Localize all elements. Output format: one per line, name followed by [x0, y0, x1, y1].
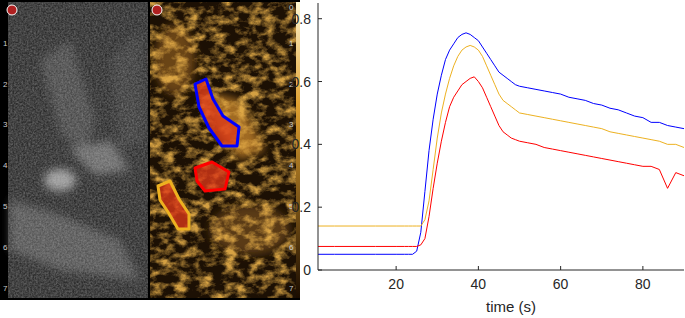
y-axis-line — [318, 3, 319, 270]
x-tick — [478, 266, 479, 270]
y-tick-label: 0.4 — [292, 136, 312, 152]
depth-label: 3 — [289, 120, 294, 129]
depth-label: 6 — [3, 243, 8, 252]
depth-label: 4 — [289, 161, 294, 170]
x-tick-label: 60 — [553, 276, 569, 292]
x-tick-label: 40 — [471, 276, 487, 292]
y-tick-label: 0 — [303, 262, 311, 278]
roi-outline — [195, 162, 229, 191]
y-tick — [318, 81, 322, 82]
panel-background — [0, 0, 300, 300]
y-tick-label: 0.8 — [292, 11, 312, 27]
x-tick-label: 80 — [635, 276, 651, 292]
y-tick — [318, 18, 322, 19]
x-tick — [396, 266, 397, 270]
series-group — [318, 33, 684, 254]
depth-label: 6 — [289, 243, 294, 252]
depth-label: 5 — [3, 202, 8, 211]
y-tick — [318, 144, 322, 145]
series-line — [318, 77, 684, 247]
depth-label: 7 — [3, 284, 8, 293]
y-tick — [318, 270, 322, 271]
y-tick-label: 0.2 — [292, 199, 312, 215]
x-tick — [642, 266, 643, 270]
y-tick — [318, 207, 322, 208]
figure: 11223344556677000.20.40.60.820406080time… — [0, 0, 685, 318]
depth-label: 2 — [3, 80, 8, 89]
bmode-speckle — [8, 2, 148, 298]
depth-label: 1 — [3, 39, 8, 48]
x-tick-label: 20 — [388, 276, 404, 292]
ultrasound-panel: 112233445566770 — [0, 0, 300, 300]
roi-outline — [158, 181, 189, 229]
ceus-base — [150, 2, 296, 298]
depth-label: 1 — [289, 39, 294, 48]
depth-label: 3 — [3, 120, 8, 129]
roi-outline — [195, 79, 239, 146]
bmode-base — [8, 2, 148, 298]
x-tick — [560, 266, 561, 270]
x-axis-label: time (s) — [486, 298, 536, 315]
depth-label: 7 — [289, 284, 294, 293]
y-tick-label: 0.6 — [292, 74, 312, 90]
x-axis-line — [318, 270, 684, 271]
series-line — [318, 45, 684, 226]
page: {"chart_data": {"type": "line", "xlabel"… — [0, 0, 685, 318]
depth-label: 4 — [3, 161, 8, 170]
ceus-speckle — [150, 2, 296, 298]
logo — [152, 5, 162, 15]
series-line — [318, 33, 684, 254]
chart: 0 0.2 0.4 0.6 0.8 20 40 60 80 time (s) — [292, 3, 684, 315]
logo — [7, 5, 17, 15]
